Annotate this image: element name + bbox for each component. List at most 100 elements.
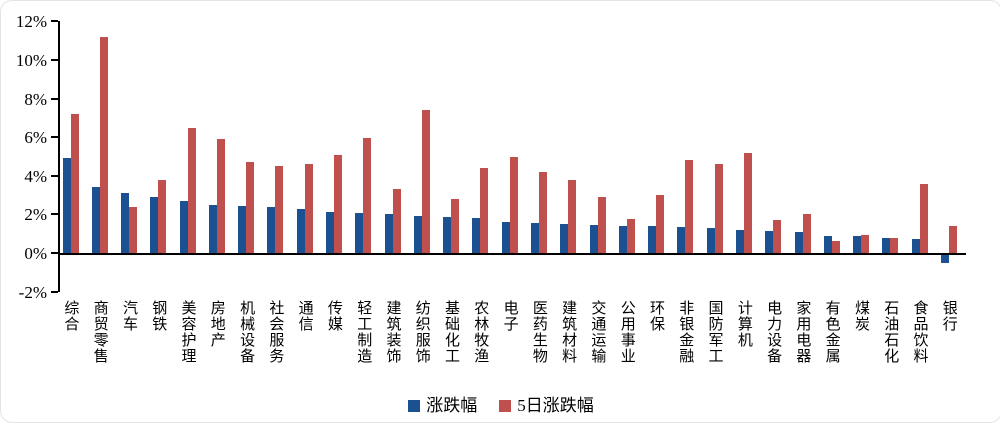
- x-axis-label: 汽车: [120, 300, 137, 332]
- bar-change-5day: [831, 241, 840, 253]
- bar-change-5day: [129, 206, 138, 253]
- bar-change: [794, 231, 803, 253]
- x-axis-label: 计算机: [735, 300, 752, 348]
- bar-change-5day: [948, 225, 957, 253]
- x-axis-label: 纺织服饰: [413, 300, 430, 364]
- bar-change: [765, 230, 774, 253]
- y-axis-tick-label: 2%: [24, 205, 47, 225]
- bar-change-5day: [304, 164, 313, 253]
- bar-change: [911, 239, 920, 253]
- bar-change: [179, 200, 188, 253]
- x-axis-label: 农林牧渔: [472, 300, 489, 364]
- bar-change: [530, 223, 539, 253]
- x-axis-label: 综合: [62, 300, 79, 332]
- bar-change-5day: [480, 168, 489, 253]
- bar-change-5day: [99, 36, 108, 253]
- y-axis-tick: [51, 136, 58, 139]
- bar-change: [560, 224, 569, 253]
- bar-change-5day: [451, 198, 460, 253]
- x-axis-label: 社会服务: [267, 300, 284, 364]
- bar-change-5day: [392, 189, 401, 253]
- bar-change-5day: [363, 138, 372, 253]
- x-axis-label: 机械设备: [238, 300, 255, 364]
- bar-change-5day: [568, 179, 577, 253]
- bar-change: [443, 217, 452, 253]
- y-axis-tick-label: 6%: [24, 128, 47, 148]
- legend-item-label: 涨跌幅: [426, 396, 478, 415]
- bar-change: [121, 193, 130, 253]
- x-axis-label: 传媒: [325, 300, 342, 332]
- bar-change: [882, 237, 891, 253]
- x-axis-label: 交通运输: [589, 300, 606, 364]
- bar-change-5day: [275, 166, 284, 253]
- zero-baseline: [58, 253, 966, 255]
- x-axis-label: 食品饮料: [911, 300, 928, 364]
- y-axis-tick: [51, 174, 58, 177]
- x-axis-label: 美容护理: [179, 300, 196, 364]
- y-axis-tick: [51, 252, 58, 254]
- bar-change-5day: [890, 237, 899, 253]
- bar-change-5day: [626, 219, 635, 253]
- legend-swatch-icon: [408, 399, 421, 412]
- legend-item-label: 5日涨跌幅: [517, 396, 594, 415]
- y-axis-tick: [51, 59, 58, 61]
- bar-change-5day: [246, 162, 255, 253]
- x-axis-label: 电子: [501, 300, 518, 332]
- y-axis-tick-label: 0%: [24, 244, 47, 263]
- bar-change: [62, 158, 71, 253]
- bar-change: [267, 206, 276, 253]
- bar-change: [677, 226, 686, 253]
- bar-change: [823, 235, 832, 253]
- x-axis-label: 银行: [940, 300, 957, 332]
- y-axis-tick: [51, 213, 58, 216]
- legend-item: 涨跌幅: [408, 397, 477, 414]
- x-axis-label: 轻工制造: [355, 300, 372, 364]
- bar-change: [501, 222, 510, 253]
- bar-change: [91, 187, 100, 253]
- x-axis-label: 商贸零售: [91, 300, 108, 364]
- bar-change: [735, 229, 744, 253]
- x-axis-label: 公用事业: [618, 300, 635, 364]
- y-axis-tick-label: 8%: [24, 89, 47, 109]
- x-axis-label: 钢铁: [150, 300, 167, 332]
- bar-change: [648, 225, 657, 253]
- x-axis-label: 石油石化: [882, 300, 899, 364]
- bar-change: [413, 216, 422, 253]
- bar-change-5day: [743, 152, 752, 253]
- bar-change-5day: [714, 164, 723, 253]
- x-axis-label: 环保: [647, 300, 664, 332]
- x-axis-label: 基础化工: [443, 300, 460, 364]
- y-axis-tick: [51, 97, 58, 100]
- legend-swatch-icon: [499, 399, 512, 412]
- x-axis-label: 通信: [296, 300, 313, 332]
- y-axis-tick-label: 10%: [15, 51, 47, 70]
- y-axis-tick-label: -2%: [18, 282, 47, 302]
- bar-change: [326, 211, 335, 253]
- x-axis-label: 建筑材料: [560, 300, 577, 364]
- x-axis-label: 医药生物: [530, 300, 547, 364]
- bar-change: [238, 205, 247, 253]
- legend-item: 5日涨跌幅: [499, 397, 594, 414]
- bar-change-5day: [187, 127, 196, 253]
- bar-change-5day: [802, 214, 811, 253]
- bar-change-5day: [538, 171, 547, 253]
- bar-change: [706, 227, 715, 253]
- bar-change-5day: [509, 156, 518, 253]
- x-axis-label: 国防军工: [706, 300, 723, 364]
- bar-change: [472, 218, 481, 253]
- bar-change-5day: [334, 154, 343, 253]
- bar-change-5day: [597, 197, 606, 253]
- y-axis-tick: [51, 290, 58, 293]
- bar-change: [940, 255, 949, 263]
- bar-change-5day: [685, 160, 694, 253]
- bar-change: [384, 214, 393, 253]
- bar-change: [589, 225, 598, 253]
- y-axis-tick-label: 12%: [15, 12, 47, 32]
- x-axis-label: 有色金属: [823, 300, 840, 364]
- bar-change-5day: [216, 139, 225, 253]
- x-axis-label: 房地产: [208, 300, 225, 348]
- bar-change-5day: [70, 114, 79, 253]
- x-axis-label: 建筑装饰: [384, 300, 401, 364]
